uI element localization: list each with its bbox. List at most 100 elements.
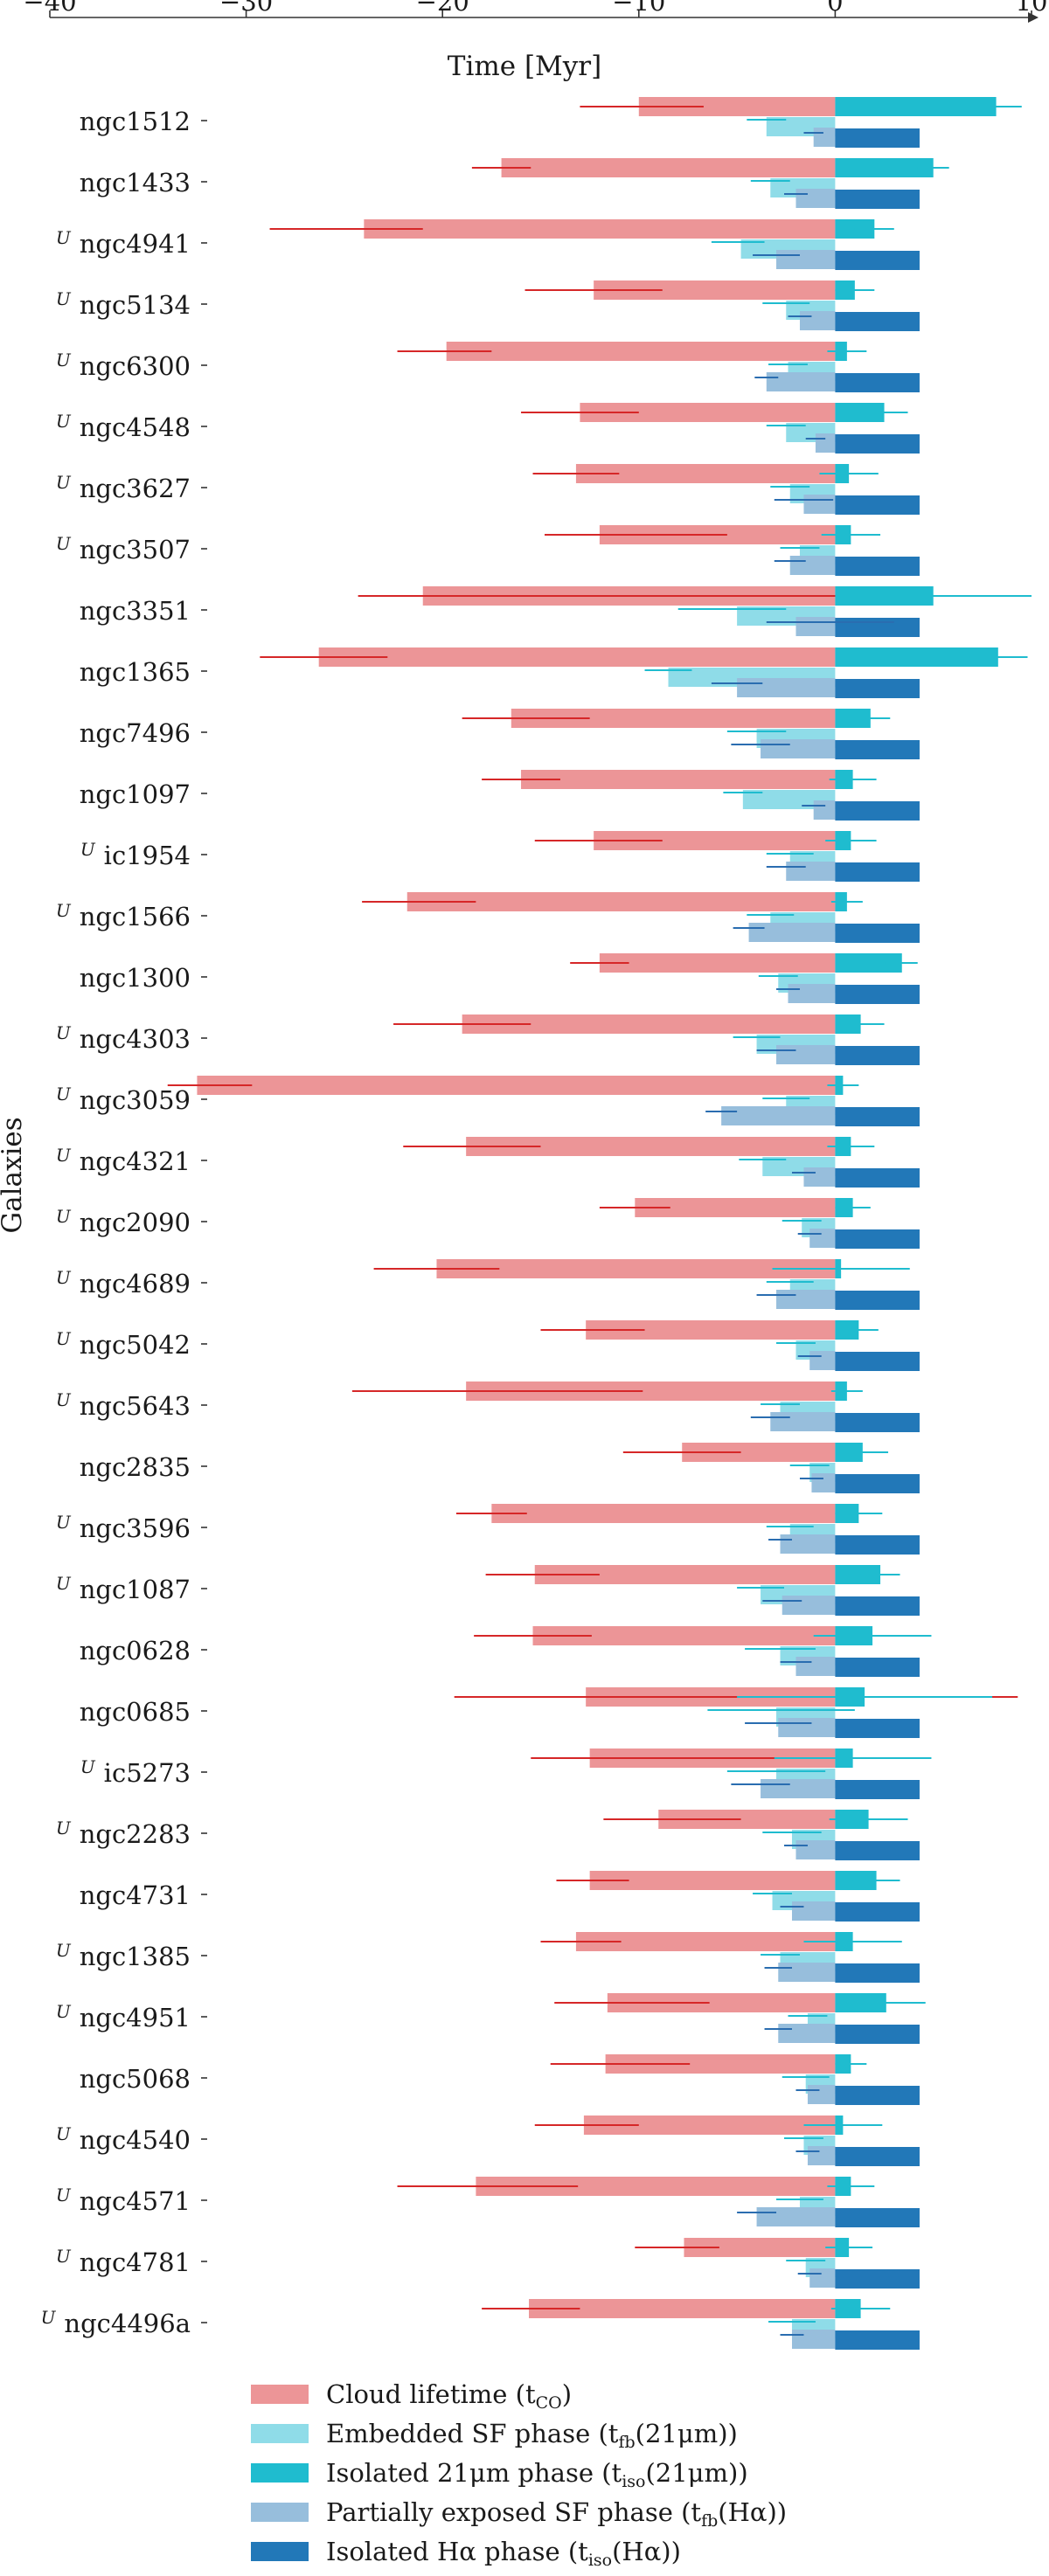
bar-tfbha (778, 2024, 836, 2043)
bar-tfbha (799, 311, 836, 330)
bar-tfbha (807, 2146, 836, 2165)
galaxy-label: ngc1365 (80, 657, 191, 687)
galaxy-label: ngc0685 (80, 1697, 191, 1727)
bar-tfbha (761, 739, 836, 758)
bar-tisoha (835, 618, 920, 637)
bar-tisoha (835, 128, 920, 148)
bar-tco (635, 1198, 836, 1217)
legend-swatch-tiso21 (251, 2463, 309, 2483)
bar-tisoha (835, 1291, 920, 1310)
galaxy-label: ngc2835 (80, 1452, 191, 1482)
bar-tisoha (835, 2330, 920, 2350)
bar-tfbha (786, 862, 836, 881)
bar-tco (446, 342, 836, 361)
bar-tfbha (813, 800, 836, 820)
bar-tco (583, 2116, 836, 2135)
bar-tisoha (835, 1596, 920, 1616)
bar-tisoha (835, 1046, 920, 1065)
legend-label-tisoha: Isolated Hα phase (tiso(Hα)) (326, 2537, 681, 2570)
bar-tfbha (811, 1473, 836, 1492)
bar-tisoha (835, 985, 920, 1004)
bar-tisoha (835, 740, 920, 759)
galaxy-label: ngc7496 (80, 718, 191, 748)
bar-tisoha (835, 2147, 920, 2166)
bar-tco (318, 647, 836, 667)
bar-tco (575, 1932, 836, 1951)
bar-tco (605, 2054, 836, 2074)
bar-tiso21 (835, 953, 902, 973)
bar-tfbha (803, 495, 836, 514)
bar-tisoha (835, 190, 920, 209)
bar-tco (406, 892, 836, 911)
bar-tco (364, 219, 836, 239)
galaxy-labels: ngc1512 ngc1433 U ngc4941 U ngc5134 U ngc6300 U n… (41, 107, 207, 2338)
bar-tfb21 (742, 790, 836, 809)
galaxy-label: ngc1097 (80, 779, 191, 809)
bar-tisoha (835, 924, 920, 943)
bar-tfbha (795, 1657, 836, 1676)
bar-tisoha (835, 1902, 920, 1922)
bar-tco (534, 1565, 836, 1584)
bar-tco (575, 464, 836, 483)
bar-tiso21 (835, 403, 885, 422)
bar-tisoha (835, 1107, 920, 1126)
bar-tfbha (756, 2207, 836, 2226)
bar-tco (599, 953, 836, 973)
bar-tisoha (835, 373, 920, 392)
galaxy-label: ngc3351 (80, 596, 191, 626)
bar-tfbha (795, 189, 836, 208)
bar-tco (511, 709, 836, 728)
bar-tco (594, 831, 836, 850)
bar-tco (580, 403, 836, 422)
bar-tco (462, 1014, 836, 1034)
bar-tfbha (813, 128, 836, 147)
bar-tfbha (761, 1779, 836, 1798)
galaxy-label: ngc5068 (80, 2064, 191, 2094)
bar-tisoha (835, 251, 920, 270)
galaxy-label: ngc1433 (80, 168, 191, 197)
bar-tisoha (835, 1229, 920, 1249)
bar-tisoha (835, 1841, 920, 1860)
bar-tco (638, 97, 836, 116)
bar-tfbha (748, 923, 836, 942)
bar-tco (476, 2177, 836, 2196)
x-axis-label: Time [Myr] (448, 51, 601, 82)
bar-tisoha (835, 1780, 920, 1799)
bars-layer (167, 97, 1032, 2350)
bar-tco (466, 1381, 836, 1401)
bar-tisoha (835, 1963, 920, 1983)
legend-label-tfbha: Partially exposed SF phase (tfb(Hα)) (326, 2497, 787, 2531)
bar-tco (586, 1320, 836, 1340)
bar-tco (521, 770, 836, 789)
bar-tisoha (835, 2208, 920, 2227)
galaxy-label: ngc1512 (80, 107, 191, 136)
bar-tiso21 (835, 158, 934, 177)
bar-tiso21 (835, 647, 998, 667)
bar-tco (684, 2238, 836, 2257)
bar-tfbha (770, 1412, 836, 1431)
bar-tfbha (780, 1534, 836, 1554)
bar-tisoha (835, 1474, 920, 1493)
bar-tfbha (791, 1901, 836, 1921)
bar-tfbha (778, 1963, 836, 1982)
bar-tfbha (788, 984, 836, 1003)
bar-tisoha (835, 1413, 920, 1432)
x-axis-arrow (1028, 12, 1039, 23)
bar-tfbha (815, 433, 836, 453)
